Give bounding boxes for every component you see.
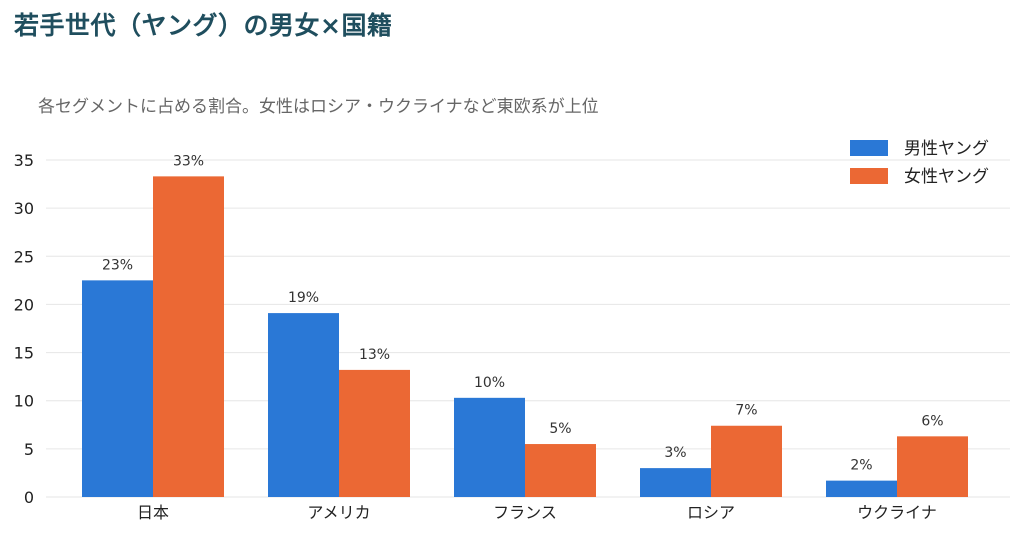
bar-male (454, 397, 525, 497)
y-tick-label: 20 (14, 295, 34, 314)
data-label: 3% (664, 445, 686, 461)
y-tick-label: 25 (14, 247, 34, 266)
x-tick-label: ロシア (687, 503, 735, 522)
data-label: 33% (173, 153, 204, 169)
y-tick-label: 5 (24, 440, 34, 459)
data-label: 2% (850, 458, 872, 474)
y-tick-label: 15 (14, 344, 34, 363)
data-label: 23% (102, 257, 133, 273)
y-tick-label: 10 (14, 392, 34, 411)
y-tick-label: 35 (14, 151, 34, 170)
legend-label: 男性ヤング (904, 139, 989, 159)
data-label: 19% (288, 290, 319, 306)
y-tick-label: 30 (14, 199, 34, 218)
data-label: 6% (921, 413, 943, 429)
legend-label: 女性ヤング (904, 167, 989, 187)
bar-female (711, 425, 782, 497)
x-tick-label: フランス (493, 503, 557, 522)
bar-female (339, 369, 410, 497)
bar-female (525, 444, 596, 497)
data-label: 7% (735, 403, 757, 419)
x-tick-label: アメリカ (307, 503, 370, 522)
data-label: 5% (549, 421, 571, 437)
chart-title: 若手世代（ヤング）の男女×国籍 (14, 11, 393, 40)
bar-female (897, 436, 968, 497)
bar-male (82, 280, 153, 497)
legend-swatch (850, 140, 888, 156)
x-tick-label: 日本 (137, 503, 169, 522)
data-label: 13% (359, 347, 390, 363)
bar-male (826, 480, 897, 497)
bar-male (268, 313, 339, 497)
bar-female (153, 176, 224, 497)
y-tick-label: 0 (24, 488, 34, 507)
x-tick-label: ウクライナ (857, 503, 937, 522)
legend-swatch (850, 168, 888, 184)
chart-subtitle: 各セグメントに占める割合。女性はロシア・ウクライナなど東欧系が上位 (38, 97, 599, 117)
data-label: 10% (474, 375, 505, 391)
bar-male (640, 468, 711, 497)
